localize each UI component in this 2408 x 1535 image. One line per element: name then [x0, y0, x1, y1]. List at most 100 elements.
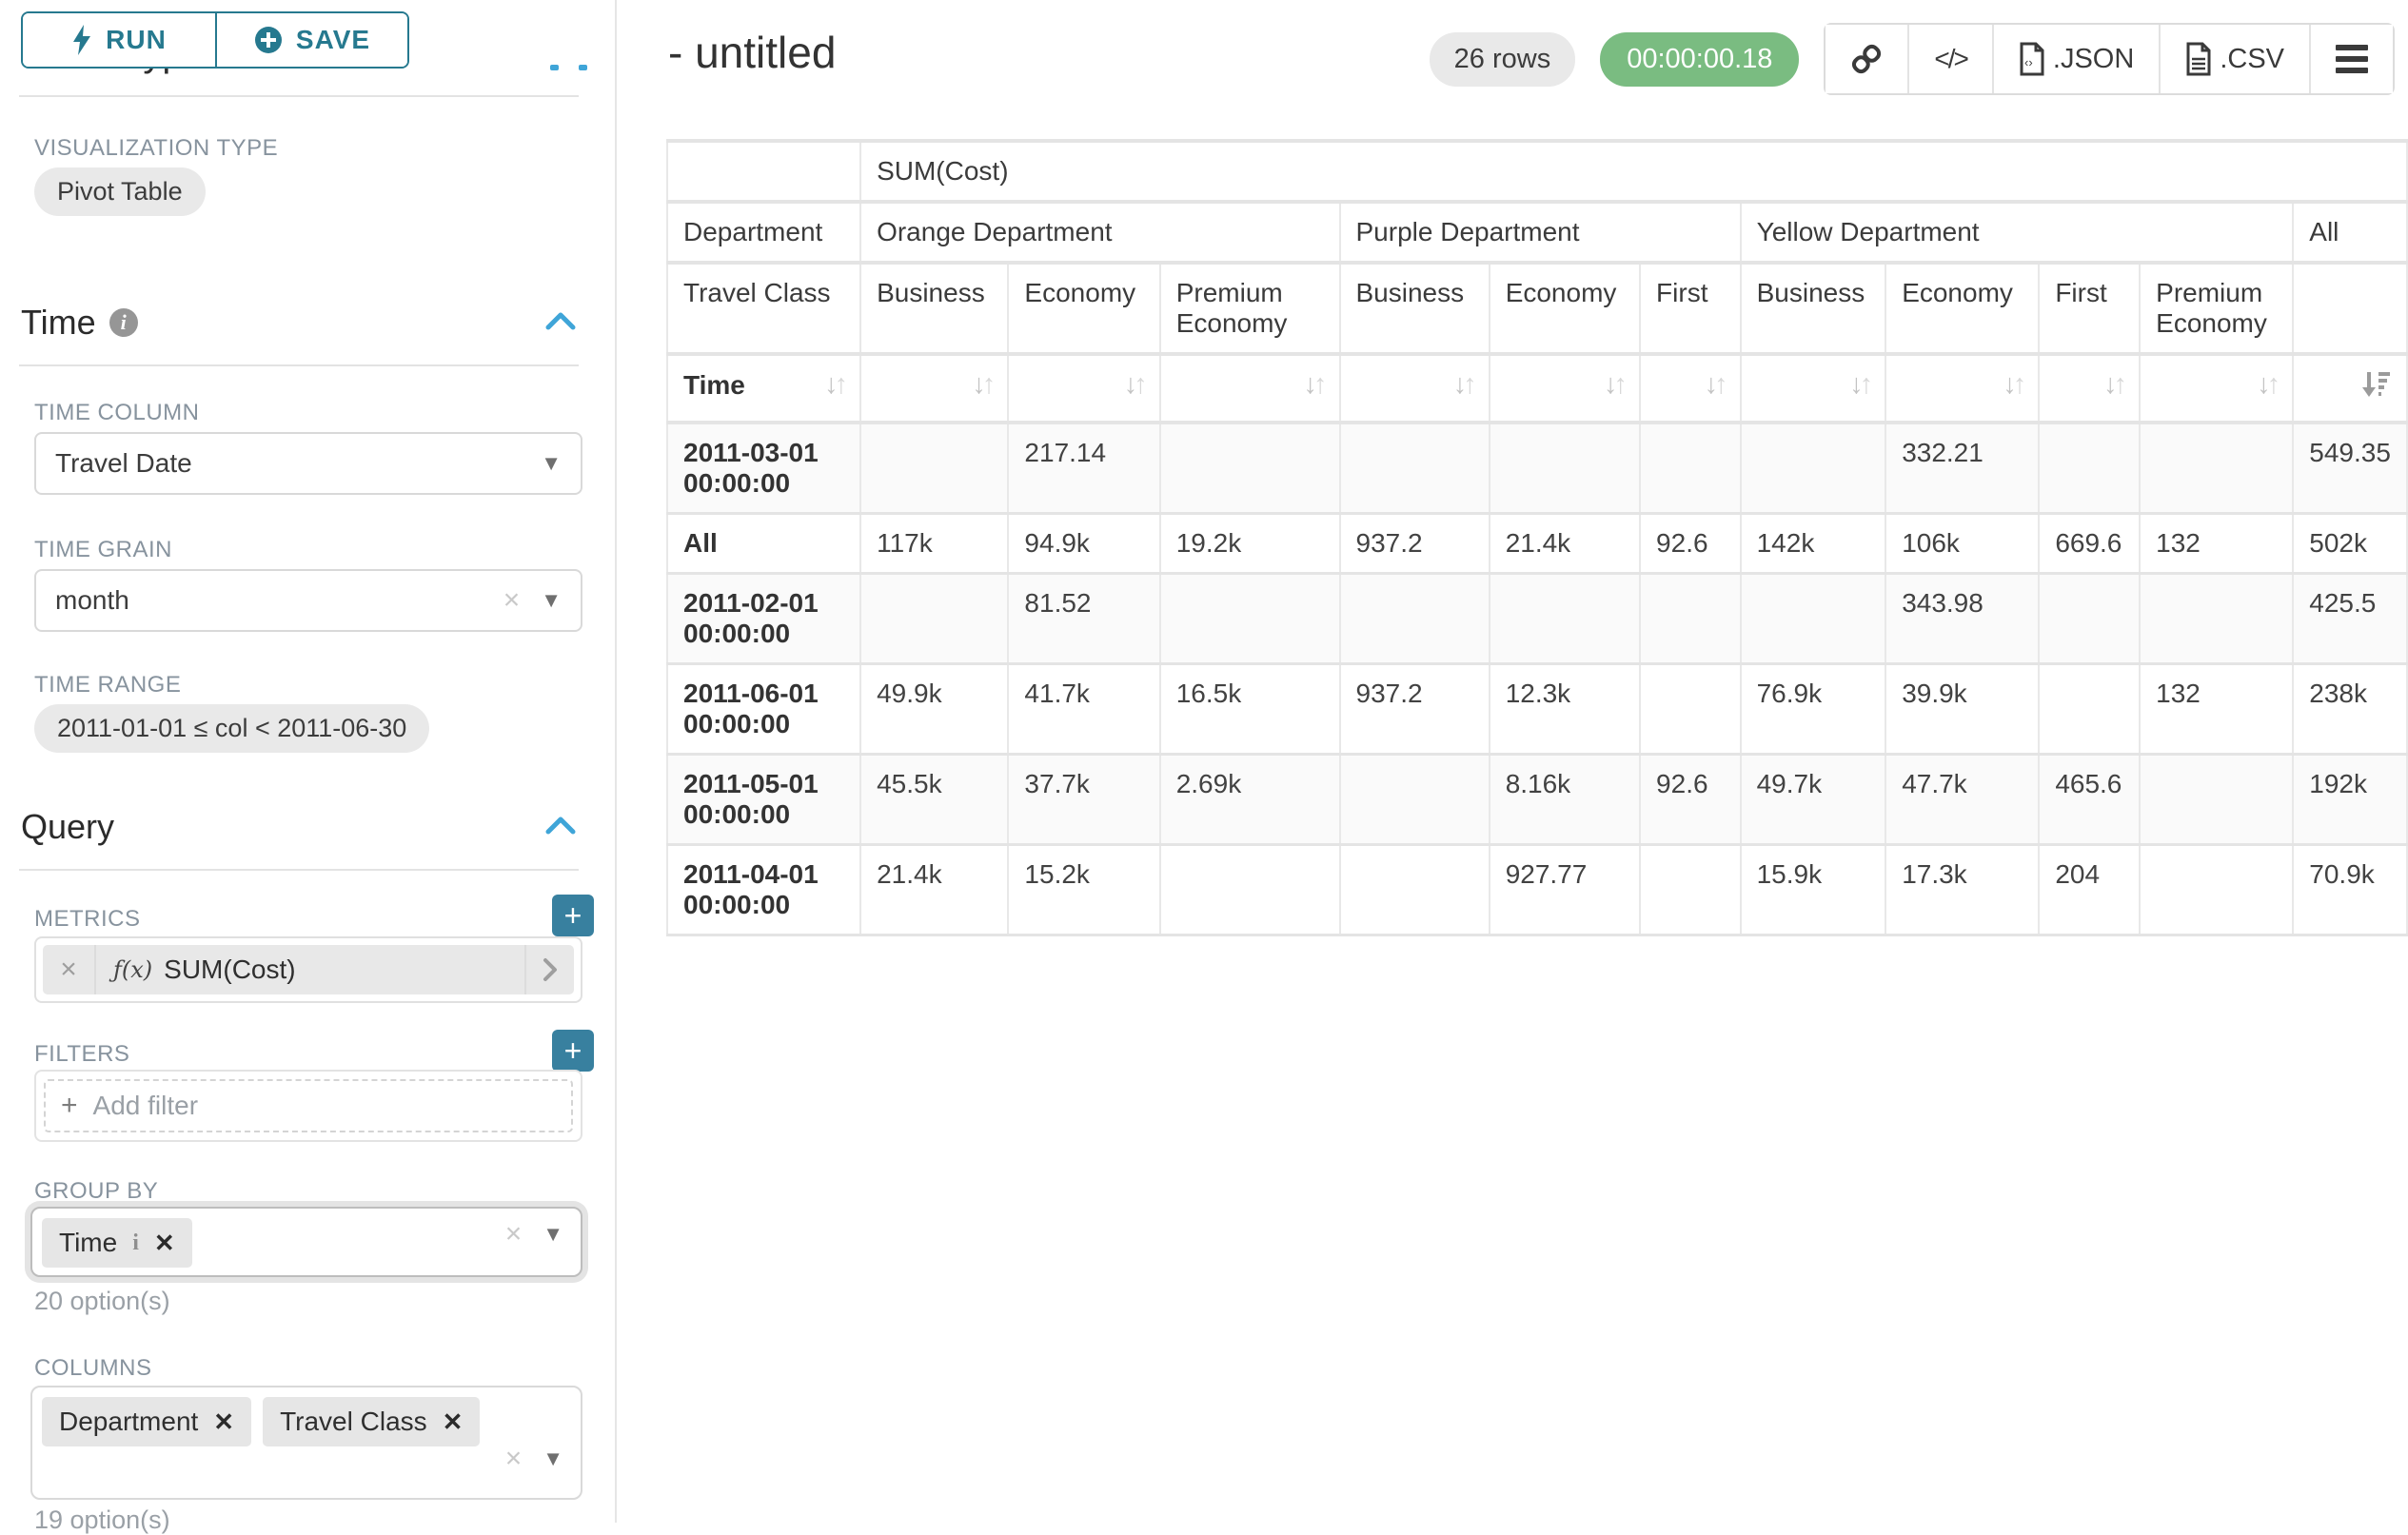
pivot-cell	[859, 421, 1010, 515]
pivot-cell: 15.9k	[1739, 843, 1887, 936]
pivot-cell: 937.2	[1338, 512, 1490, 575]
group-by-select[interactable]: Time i ✕ × ▼	[30, 1207, 582, 1277]
chevron-down-icon: ▼	[541, 588, 562, 612]
pivot-data-row: 2011-06-01 00:00:00 49.9k 41.7k 16.5k 937.2 1…	[665, 662, 2408, 756]
sort-toggle-icon[interactable]: ↓↑	[2257, 369, 2280, 400]
pivot-row-label: 2011-03-01 00:00:00	[665, 421, 862, 515]
time-collapse-icon[interactable]	[544, 310, 577, 336]
query-collapse-icon[interactable]	[544, 815, 577, 840]
pivot-cell: 217.14	[1007, 421, 1161, 515]
pivot-cell	[2038, 421, 2142, 515]
pivot-row-label: 2011-05-01 00:00:00	[665, 753, 862, 846]
columns-select[interactable]: Department ✕ Travel Class ✕ × ▼	[30, 1386, 582, 1500]
chevron-down-icon: ▼	[541, 451, 562, 475]
pivot-row-label: 2011-04-01 00:00:00	[665, 843, 862, 936]
metric-chip[interactable]: × ƒ(x) SUM(Cost)	[43, 945, 574, 994]
pivot-cell: 117k	[859, 512, 1010, 575]
column-group-header: Orange Department	[859, 200, 1341, 265]
add-filter-button[interactable]: + Add filter	[44, 1079, 573, 1132]
pivot-cell	[1639, 421, 1742, 515]
sort-toggle-icon[interactable]: ↓↑	[1604, 369, 1628, 400]
view-query-button[interactable]: </>	[1909, 25, 1994, 93]
chevron-down-icon[interactable]: ▼	[543, 1446, 563, 1470]
sort-toggle-icon[interactable]: ↓↑	[1303, 369, 1328, 400]
sort-toggle-icon[interactable]: ↓↑	[1123, 369, 1148, 400]
info-icon[interactable]: i	[109, 308, 138, 337]
sort-toggle-icon[interactable]: ↓↑	[1452, 369, 1477, 400]
plus-circle-icon	[254, 27, 282, 53]
row-dimension2-header: Travel Class	[665, 261, 862, 356]
time-grain-select[interactable]: month × ▼	[34, 569, 582, 632]
pivot-data-row: 2011-04-01 00:00:00 21.4k 15.2k 927.77 15.9k…	[665, 843, 2408, 936]
sort-toggle-icon[interactable]: ↓↑	[972, 369, 996, 400]
pivot-cell	[1338, 572, 1490, 665]
pivot-cell: 106k	[1885, 512, 2041, 575]
chevron-down-icon[interactable]: ▼	[543, 1222, 563, 1246]
pivot-cell: 16.5k	[1158, 662, 1341, 756]
remove-option-icon[interactable]: ✕	[153, 1228, 175, 1257]
chart-title[interactable]: - untitled	[668, 28, 837, 77]
short-link-button[interactable]	[1826, 25, 1910, 93]
sort-header-cell: ↓↑	[1338, 352, 1490, 424]
pivot-cell	[1488, 572, 1642, 665]
add-metric-button[interactable]: +	[552, 895, 594, 936]
section-divider	[19, 869, 579, 871]
clear-icon[interactable]: ×	[504, 1443, 523, 1474]
column-group-header: All	[2292, 200, 2408, 265]
pivot-cell: 669.6	[2038, 512, 2142, 575]
pivot-cell	[1158, 421, 1341, 515]
pivot-cell: 17.3k	[1885, 843, 2041, 936]
group-by-pills: Time i ✕	[42, 1218, 204, 1268]
sort-toggle-icon[interactable]: ↓↑	[824, 369, 848, 400]
pivot-cell: 927.77	[1488, 843, 1642, 936]
metric-value: SUM(Cost)	[164, 954, 296, 984]
chevron-right-icon[interactable]	[524, 945, 574, 994]
pivot-cell	[2139, 421, 2295, 515]
pivot-cell: 238k	[2292, 662, 2408, 756]
pivot-cell: 41.7k	[1007, 662, 1161, 756]
add-filter-plus-button[interactable]: +	[552, 1030, 594, 1072]
pivot-cell: 21.4k	[1488, 512, 1642, 575]
link-icon	[1852, 44, 1882, 74]
pivot-cell: 92.6	[1639, 512, 1742, 575]
sort-toggle-icon[interactable]: ↓↑	[2003, 369, 2026, 400]
columns-pills: Department ✕ Travel Class ✕	[42, 1397, 491, 1446]
sort-header-cell: ↓↑	[1158, 352, 1341, 424]
hamburger-icon	[2336, 39, 2368, 79]
pivot-cell: 70.9k	[2292, 843, 2408, 936]
sort-header-cell: ↓↑	[1488, 352, 1642, 424]
travel-class-header-row: Travel Class Business Economy Premium Econ…	[665, 261, 2408, 356]
selected-option-pill[interactable]: Department ✕	[42, 1397, 252, 1446]
remove-option-icon[interactable]: ✕	[442, 1407, 464, 1436]
sort-toggle-icon[interactable]: ↓↑	[2103, 369, 2127, 400]
time-column-select[interactable]: Travel Date ▼	[34, 432, 582, 495]
run-button[interactable]: RUN	[23, 13, 215, 67]
export-csv-button[interactable]: .CSV	[2161, 25, 2311, 93]
selected-option-pill[interactable]: Travel Class ✕	[263, 1397, 481, 1446]
clear-icon[interactable]: ×	[504, 1218, 523, 1250]
run-save-button-group: RUN SAVE	[21, 11, 409, 69]
pivot-table: SUM(Cost) Department Orange Department Pu…	[665, 139, 2408, 936]
function-icon: ƒ(x)	[113, 956, 153, 983]
column-header: Premium Economy	[1158, 261, 1341, 356]
remove-option-icon[interactable]: ✕	[213, 1407, 235, 1436]
pivot-cell	[2139, 843, 2295, 936]
visualization-type-value[interactable]: Pivot Table	[34, 167, 206, 216]
selected-option-pill[interactable]: Time i ✕	[42, 1218, 192, 1268]
export-json-button[interactable]: ‹› .JSON	[1993, 25, 2161, 93]
clear-icon[interactable]: ×	[503, 584, 521, 616]
column-header	[2292, 261, 2408, 356]
control-panel-sidebar: Chart Type RUN SAVE VISUALIZATION TYPE P…	[0, 0, 617, 1534]
column-header: First	[2038, 261, 2142, 356]
info-icon[interactable]: i	[132, 1230, 139, 1255]
save-button[interactable]: SAVE	[215, 13, 407, 67]
time-range-value[interactable]: 2011-01-01 ≤ col < 2011-06-30	[34, 704, 430, 753]
menu-button[interactable]	[2311, 25, 2393, 93]
metric-header-row: SUM(Cost)	[665, 139, 2408, 204]
sort-toggle-icon[interactable]: ↓↑	[1704, 369, 1728, 400]
remove-metric-icon[interactable]: ×	[43, 945, 96, 994]
sort-header-cell: ↓↑	[1639, 352, 1742, 424]
sort-descending-icon[interactable]	[2360, 369, 2391, 407]
time-column-label: TIME COLUMN	[34, 400, 200, 425]
sort-toggle-icon[interactable]: ↓↑	[1849, 369, 1873, 400]
